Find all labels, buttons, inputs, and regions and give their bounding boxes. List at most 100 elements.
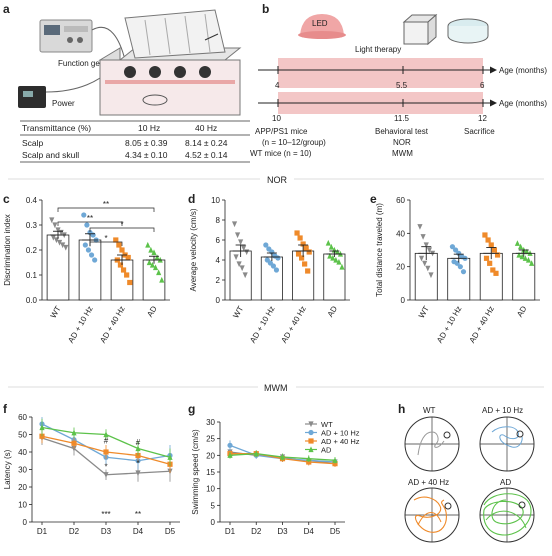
table-header-40hz: 40 Hz [195,123,217,133]
chart-swimming-speed: 0 5 10 15 20 25 30 Swimming speed (cm/s) D1 D2 D3 D… [191,418,360,536]
series-point [227,442,233,448]
significance-bracket [57,207,155,212]
data-point [299,255,305,261]
data-point [231,221,238,228]
significance-label: ** [103,200,109,209]
y-tick-label: 2 [216,276,221,285]
age-axis-label: Age (months) [499,66,547,75]
panel-c-letter: c [3,192,10,206]
data-point [113,237,119,243]
y-tick-label: 0 [23,518,28,527]
y-tick-label: 0 [401,296,406,305]
data-point [156,269,162,276]
data-point [514,240,521,246]
age-tick-bottom: 11.5 [394,114,410,123]
significance-bracket [89,241,123,246]
data-point [519,253,525,260]
data-point [529,260,535,266]
annotation: *** [101,510,110,519]
y-tick-label: 30 [206,418,215,427]
series-point [253,450,259,457]
data-point [482,232,488,238]
table-cell: 4.34 ± 0.10 [125,150,168,160]
y-axis-label: Discrimination index [3,214,12,286]
data-point [297,235,303,241]
x-tick-label: AD [515,304,528,318]
y-tick-label: 60 [396,196,405,205]
data-point [522,255,528,261]
annotation: * [136,459,139,468]
x-tick-label: WT [231,304,245,319]
panel-b-letter: b [262,2,269,16]
trace-title: WT [423,406,436,415]
y-axis-label: Swimming speed (cm/s) [191,429,200,515]
x-tick-label: AD + 10 Hz [66,305,94,345]
significance-label: * [104,234,107,243]
data-point [233,254,239,261]
data-point [154,254,160,261]
data-point [426,247,433,254]
significance-label: ** [87,214,93,223]
data-point [92,257,98,263]
light-therapy-label: Light therapy [355,45,401,54]
series-point [279,453,286,460]
y-tick-label: 0.0 [26,296,38,305]
chart-average-velocity: 0 2 4 6 8 10 Average velocity (cm/s) WT AD + 10 … [189,196,350,345]
data-point [294,230,300,236]
x-tick-label: AD + 10 Hz [248,305,276,345]
significance-bracket [89,227,155,232]
y-tick-label: 10 [18,501,27,510]
power-label: Power [52,99,75,108]
led-cage-device [45,9,242,116]
data-point [525,256,532,263]
series-point [103,449,109,455]
data-point [117,262,124,268]
x-tick-label: AD + 40 Hz [98,305,126,345]
swim-trace-wt [404,416,460,472]
test-text: NOR [393,138,411,147]
data-point [90,232,96,238]
annotation: * [104,463,107,472]
x-tick-label: AD + 10 Hz [435,305,463,345]
x-tick-label: WT [49,304,63,319]
y-tick-label: 4 [216,256,221,265]
mice-text: (n = 10–12/group) [262,138,326,147]
data-point [490,267,496,273]
mice-text: WT mice (n = 10) [250,149,312,158]
data-point [422,260,428,267]
water-maze-icon [447,18,489,44]
data-point [483,255,490,261]
data-point [306,249,312,255]
age-tick-bottom: 10 [272,114,281,123]
mice-text: APP/PS1 mice [255,127,308,136]
data-point [524,248,530,255]
series-point [103,431,109,438]
table-header-label: Transmittance (%) [22,123,91,133]
data-point [305,268,311,274]
data-point [116,242,122,248]
data-point [53,237,60,244]
bar [414,252,438,301]
series-point [306,455,312,462]
y-tick-label: 0.3 [26,221,38,230]
data-point [152,264,159,271]
panel-e-letter: e [370,192,377,206]
y-tick-label: 25 [206,435,215,444]
data-point [420,234,426,240]
nor-label-bg [260,172,294,186]
nor-section-label: NOR [267,175,288,185]
x-tick-label: D5 [165,527,176,536]
data-point [241,245,247,252]
swim-trace-ad [479,487,535,543]
data-point [325,239,331,246]
series-point [167,454,173,460]
data-point [81,212,87,218]
function-generator-label: Function generator [58,59,125,68]
y-tick-label: 40 [396,229,405,238]
data-point [149,261,156,268]
y-tick-label: 20 [18,483,27,492]
annotation: ** [135,510,141,519]
data-point [145,241,151,248]
data-point [418,255,425,262]
